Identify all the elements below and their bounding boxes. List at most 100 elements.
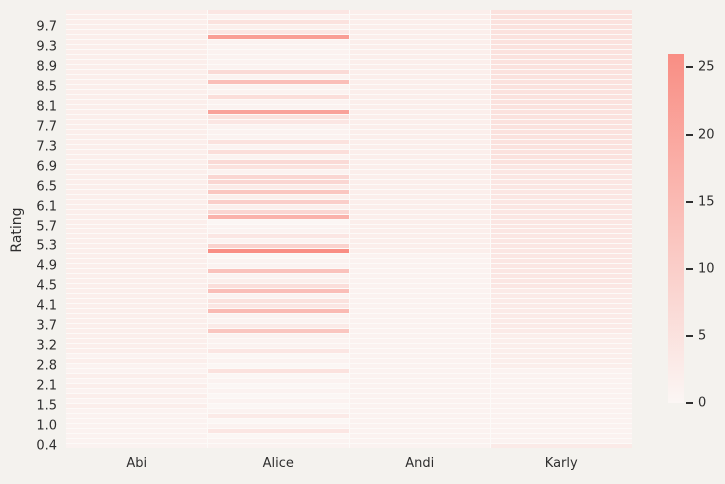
- heatmap-cell: [491, 344, 632, 349]
- heatmap-cell: [349, 429, 491, 434]
- heatmap-cell: [491, 309, 632, 314]
- heatmap-cell: [491, 54, 632, 59]
- heatmap-cell: [491, 264, 632, 269]
- heatmap-cell: [207, 414, 349, 419]
- heatmap-cell: [66, 369, 207, 374]
- heatmap-cell: [66, 389, 207, 394]
- heatmap-cell: [66, 139, 207, 144]
- heatmap-cell: [66, 409, 207, 414]
- heatmap-cell: [491, 194, 632, 199]
- heatmap-cell: [207, 174, 349, 179]
- heatmap-cell: [66, 279, 207, 284]
- heatmap-cell: [66, 154, 207, 159]
- heatmap-cell: [66, 439, 207, 443]
- heatmap-cell: [66, 354, 207, 359]
- heatmap-cell: [207, 324, 349, 329]
- y-tick-label: 9.7: [36, 19, 57, 35]
- heatmap-cell: [207, 444, 349, 448]
- heatmap-cell: [207, 369, 349, 374]
- heatmap-cell: [207, 394, 349, 399]
- heatmap-cell: [207, 179, 349, 184]
- heatmap-cell: [207, 54, 349, 59]
- heatmap-cell: [349, 14, 491, 19]
- heatmap-cell: [491, 214, 632, 219]
- heatmap-cell: [349, 114, 491, 119]
- heatmap-cell: [491, 299, 632, 304]
- heatmap-cell: [349, 394, 491, 399]
- colorbar-tick-mark: [686, 133, 693, 136]
- heatmap-cell: [349, 419, 491, 424]
- heatmap-cell: [207, 419, 349, 424]
- heatmap-cell: [491, 389, 632, 394]
- heatmap-cell: [349, 444, 491, 448]
- heatmap-cell: [349, 34, 491, 39]
- heatmap-cell: [207, 239, 349, 244]
- heatmap-cell: [349, 344, 491, 349]
- y-tick-label: 2.1: [36, 378, 57, 394]
- heatmap-cell: [491, 29, 632, 34]
- heatmap-cell: [207, 389, 349, 394]
- heatmap-cell: [349, 184, 491, 189]
- heatmap-cell: [491, 369, 632, 374]
- heatmap-cell: [491, 289, 632, 294]
- heatmap-cell: [491, 149, 632, 154]
- heatmap-cell: [207, 329, 349, 334]
- heatmap-cell: [66, 404, 207, 409]
- heatmap-cell: [66, 234, 207, 239]
- heatmap-cell: [491, 199, 632, 204]
- heatmap-cell: [349, 64, 491, 69]
- heatmap-cell: [349, 319, 491, 324]
- heatmap-cell: [349, 274, 491, 279]
- colorbar-tick-mark: [686, 334, 693, 337]
- heatmap-cell: [207, 409, 349, 414]
- y-tick-label: 3.7: [36, 318, 57, 334]
- heatmap-cell: [491, 24, 632, 29]
- heatmap-cell: [349, 194, 491, 199]
- heatmap-cell: [491, 74, 632, 79]
- heatmap-cell: [207, 119, 349, 124]
- heatmap-cell: [66, 29, 207, 34]
- heatmap-cell: [349, 269, 491, 274]
- heatmap-cell: [207, 364, 349, 369]
- y-tick-label: 4.9: [36, 258, 57, 274]
- heatmap-cell: [349, 89, 491, 94]
- heatmap-cell: [207, 14, 349, 19]
- heatmap-cell: [349, 379, 491, 384]
- heatmap-cell: [349, 119, 491, 124]
- heatmap-cell: [491, 189, 632, 194]
- heatmap-cell: [66, 129, 207, 134]
- heatmap-cell: [207, 129, 349, 134]
- heatmap-cell: [66, 199, 207, 204]
- heatmap-cell: [66, 444, 207, 448]
- heatmap-cell: [349, 44, 491, 49]
- heatmap-cell: [349, 219, 491, 224]
- heatmap-cell: [491, 34, 632, 39]
- heatmap-cell: [207, 359, 349, 364]
- x-tick-label: Karly: [544, 456, 578, 471]
- heatmap-cell: [349, 254, 491, 259]
- heatmap-cell: [491, 39, 632, 44]
- heatmap-cell: [66, 379, 207, 384]
- heatmap-cell: [491, 104, 632, 109]
- heatmap-cell: [207, 114, 349, 119]
- heatmap-cell: [491, 134, 632, 139]
- heatmap-cell: [207, 354, 349, 359]
- y-tick-label: 1.5: [36, 398, 57, 414]
- heatmap-cell: [349, 284, 491, 289]
- heatmap-cell: [66, 244, 207, 249]
- colorbar-tick-label: 10: [698, 261, 715, 277]
- heatmap-cell: [491, 59, 632, 64]
- heatmap-cell: [491, 374, 632, 379]
- heatmap-cell: [66, 309, 207, 314]
- colorbar-tick-label: 20: [698, 127, 715, 143]
- heatmap-cell: [207, 44, 349, 49]
- heatmap-cell: [207, 169, 349, 174]
- heatmap-cell: [207, 204, 349, 209]
- heatmap-cell: [349, 439, 491, 443]
- heatmap-cell: [491, 434, 632, 439]
- heatmap-cell: [207, 349, 349, 354]
- heatmap-cell: [349, 79, 491, 84]
- heatmap-cell: [349, 174, 491, 179]
- heatmap-cell: [349, 414, 491, 419]
- heatmap-cell: [349, 134, 491, 139]
